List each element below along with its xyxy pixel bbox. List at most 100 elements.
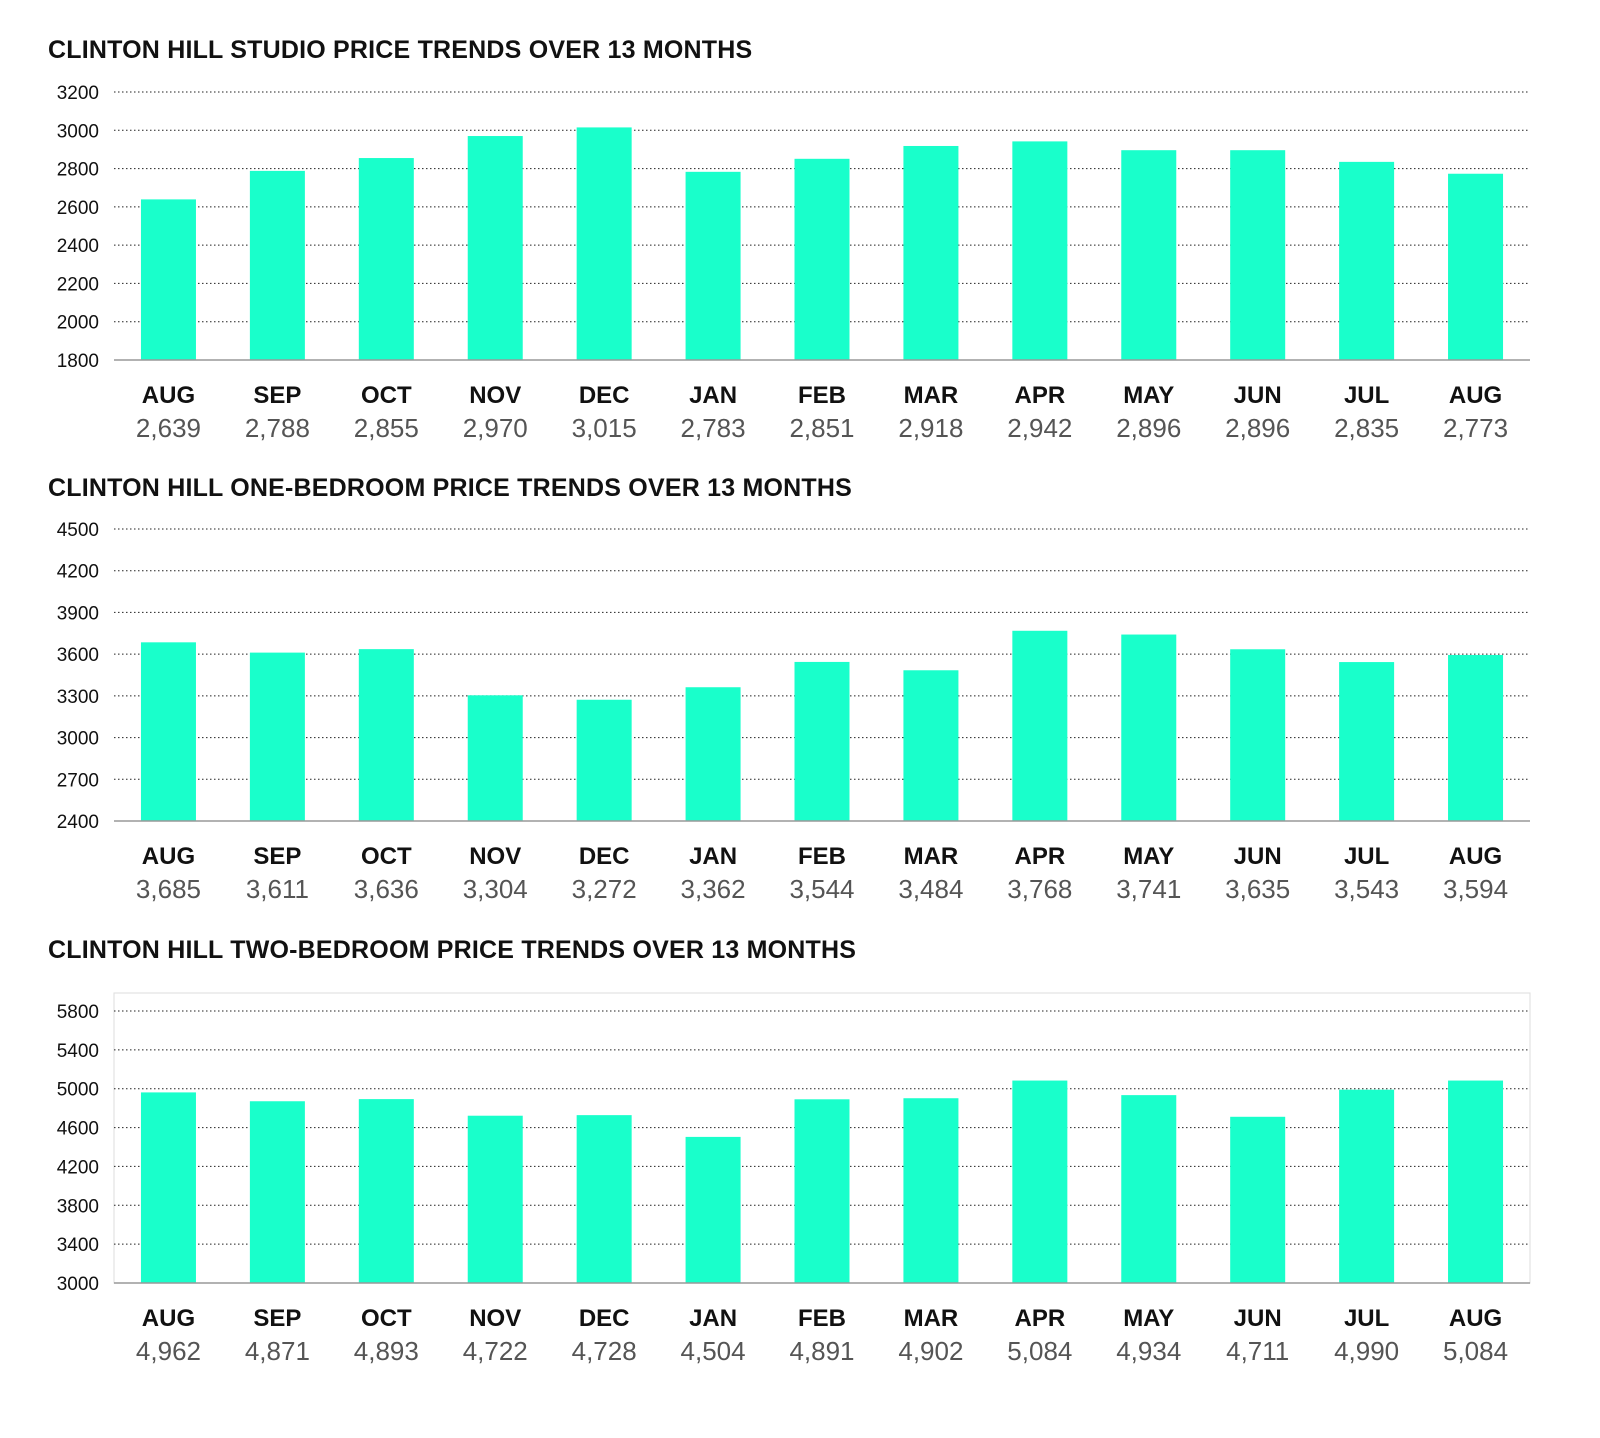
- studio-chart-value-label: 3,015: [572, 413, 637, 443]
- two-bedroom-chart-bar-12: [1448, 1080, 1504, 1283]
- studio-chart-xtick-label: AUG: [142, 382, 195, 409]
- two-bedroom-chart-xtick-label: JAN: [689, 1305, 737, 1332]
- studio-chart-xtick-label: JUL: [1344, 382, 1389, 409]
- studio-chart-xtick-label: MAR: [904, 382, 959, 409]
- studio-chart-title: CLINTON HILL STUDIO PRICE TRENDS OVER 13…: [48, 36, 753, 64]
- one-bedroom-chart-plot: 2400 2700 3000 3300 3600 3900 4200 4500 AUG 3,685…: [57, 520, 1530, 904]
- one-bedroom-chart-ytick-label: 4500: [57, 520, 99, 541]
- two-bedroom-chart-bar-6: [794, 1099, 850, 1283]
- one-bedroom-chart-value-label: 3,484: [898, 874, 963, 904]
- studio-chart-value-label: 2,855: [354, 413, 419, 443]
- studio-chart-bar-8: [1012, 141, 1068, 360]
- two-bedroom-chart-ytick-label: 3400: [57, 1235, 99, 1256]
- studio-chart-value-label: 2,918: [898, 413, 963, 443]
- one-bedroom-chart-value-label: 3,685: [136, 874, 201, 904]
- one-bedroom-chart-xtick-label: NOV: [469, 843, 521, 870]
- studio-chart-value-label: 2,896: [1116, 413, 1181, 443]
- one-bedroom-chart-xtick-label: AUG: [142, 843, 195, 870]
- one-bedroom-chart-ytick-label: 3900: [57, 603, 99, 624]
- two-bedroom-chart-ytick-label: 5800: [57, 1002, 99, 1023]
- studio-chart-value-label: 2,639: [136, 413, 201, 443]
- one-bedroom-chart-xtick-label: DEC: [579, 843, 630, 870]
- one-bedroom-chart-value-label: 3,611: [246, 874, 309, 904]
- one-bedroom-chart-xtick-label: APR: [1015, 843, 1066, 870]
- studio-chart-bar-2: [358, 158, 414, 360]
- two-bedroom-chart-xtick-label: OCT: [361, 1305, 412, 1332]
- one-bedroom-chart-bar-12: [1448, 654, 1504, 821]
- studio-chart-ytick-label: 2600: [57, 198, 99, 219]
- two-bedroom-chart-ytick-label: 3800: [57, 1196, 99, 1217]
- one-bedroom-chart-ytick-label: 3300: [57, 687, 99, 708]
- two-bedroom-chart-value-label: 4,902: [898, 1336, 963, 1366]
- one-bedroom-chart-bar-9: [1121, 634, 1177, 821]
- one-bedroom-chart-xtick-label: JUL: [1344, 843, 1389, 870]
- two-bedroom-chart-xtick-label: NOV: [469, 1305, 521, 1332]
- one-bedroom-chart-xtick-label: OCT: [361, 843, 412, 870]
- one-bedroom-chart-ytick-label: 2700: [57, 770, 99, 791]
- one-bedroom-chart-ytick-label: 3000: [57, 729, 99, 750]
- two-bedroom-chart-bar-1: [249, 1101, 305, 1283]
- two-bedroom-chart-bar-5: [685, 1136, 741, 1283]
- two-bedroom-chart-bar-2: [358, 1099, 414, 1283]
- one-bedroom-chart-ytick-label: 3600: [57, 645, 99, 666]
- one-bedroom-chart-bar-5: [685, 687, 741, 821]
- two-bedroom-chart-value-label: 4,934: [1116, 1336, 1181, 1366]
- one-bedroom-chart-value-label: 3,362: [681, 874, 746, 904]
- one-bedroom-chart-value-label: 3,636: [354, 874, 419, 904]
- two-bedroom-chart-xtick-label: SEP: [253, 1305, 301, 1332]
- one-bedroom-chart-bar-7: [903, 670, 959, 821]
- studio-chart-ytick-label: 2000: [57, 313, 99, 334]
- two-bedroom-chart-xtick-label: APR: [1015, 1305, 1066, 1332]
- one-bedroom-chart-xtick-label: MAR: [904, 843, 959, 870]
- two-bedroom-chart-value-label: 4,962: [136, 1336, 201, 1366]
- one-bedroom-chart-bar-6: [794, 661, 850, 821]
- one-bedroom-chart-xtick-label: JUN: [1234, 843, 1282, 870]
- studio-chart-bar-1: [249, 170, 305, 360]
- two-bedroom-chart-title: CLINTON HILL TWO-BEDROOM PRICE TRENDS OV…: [48, 936, 857, 964]
- studio-chart-ytick-label: 1800: [57, 351, 99, 372]
- studio-chart-xtick-label: OCT: [361, 382, 412, 409]
- studio-chart-ytick-label: 2400: [57, 236, 99, 257]
- two-bedroom-chart-value-label: 4,893: [354, 1336, 419, 1366]
- studio-chart-ytick-label: 3200: [57, 83, 99, 104]
- two-bedroom-chart-bar-11: [1339, 1089, 1395, 1283]
- two-bedroom-chart-value-label: 4,728: [572, 1336, 637, 1366]
- one-bedroom-chart-title: CLINTON HILL ONE-BEDROOM PRICE TRENDS OV…: [48, 474, 852, 502]
- two-bedroom-chart-ytick-label: 3000: [57, 1274, 99, 1295]
- studio-chart-xtick-label: MAY: [1123, 382, 1174, 409]
- two-bedroom-chart-bar-7: [903, 1098, 959, 1283]
- two-bedroom-chart-bar-9: [1121, 1095, 1177, 1283]
- studio-chart-value-label: 2,773: [1443, 413, 1508, 443]
- studio-chart-value-label: 2,970: [463, 413, 528, 443]
- two-bedroom-chart-bar-0: [140, 1092, 196, 1283]
- two-bedroom-chart-xtick-label: JUN: [1234, 1305, 1282, 1332]
- two-bedroom-chart-value-label: 4,504: [681, 1336, 746, 1366]
- studio-chart-value-label: 2,835: [1334, 413, 1399, 443]
- studio-chart-xtick-label: AUG: [1449, 382, 1502, 409]
- studio-chart-ytick-label: 2200: [57, 274, 99, 295]
- studio-chart-bar-12: [1448, 173, 1504, 360]
- two-bedroom-chart-bar-8: [1012, 1080, 1068, 1283]
- one-bedroom-chart-ytick-label: 2400: [57, 812, 99, 833]
- studio-chart-value-label: 2,851: [789, 413, 854, 443]
- one-bedroom-chart-bar-1: [249, 652, 305, 821]
- studio-chart-ytick-label: 3000: [57, 121, 99, 142]
- two-bedroom-chart-value-label: 4,711: [1226, 1336, 1289, 1366]
- studio-chart-bar-0: [140, 199, 196, 360]
- two-bedroom-chart-value-label: 5,084: [1443, 1336, 1508, 1366]
- two-bedroom-chart-value-label: 4,871: [245, 1336, 310, 1366]
- two-bedroom-chart-value-label: 5,084: [1007, 1336, 1072, 1366]
- studio-chart-xtick-label: FEB: [798, 382, 846, 409]
- two-bedroom-chart-value-label: 4,891: [789, 1336, 854, 1366]
- one-bedroom-chart-bar-0: [140, 642, 196, 821]
- two-bedroom-chart-xtick-label: MAY: [1123, 1305, 1174, 1332]
- studio-chart-bar-10: [1230, 150, 1286, 360]
- studio-chart-value-label: 2,783: [681, 413, 746, 443]
- two-bedroom-chart-xtick-label: AUG: [142, 1305, 195, 1332]
- studio-chart-bar-4: [576, 127, 632, 361]
- one-bedroom-chart-xtick-label: FEB: [798, 843, 846, 870]
- studio-chart-xtick-label: APR: [1015, 382, 1066, 409]
- two-bedroom-chart-value-label: 4,722: [463, 1336, 528, 1366]
- studio-chart-xtick-label: DEC: [579, 382, 630, 409]
